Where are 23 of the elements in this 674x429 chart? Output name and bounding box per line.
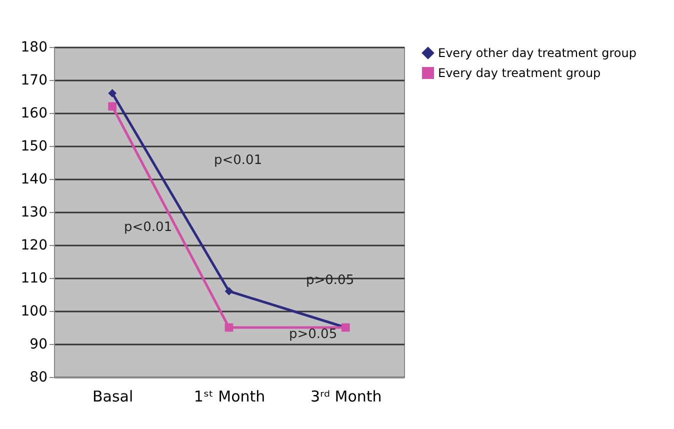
y-tick-label: 100 [20,304,48,320]
annotation: p<0.01 [214,153,262,168]
y-tick-label: 120 [20,238,48,254]
point [224,287,234,296]
x-tick-label: 1ˢᵗ Month [194,388,266,406]
annotation: p<0.01 [124,220,172,235]
point [108,89,117,98]
y-tick-label: 170 [20,72,48,88]
legend-label: Every other day treatment group [438,46,636,60]
point [224,323,234,332]
y-tick-label: 160 [20,106,48,122]
y-tick-label: 140 [20,172,48,188]
y-tick-label: 180 [20,40,48,56]
y-tick-label: 80 [30,370,48,386]
y-tick-label: 150 [20,138,48,154]
x-tick-label: 3ʳᵈ Month [310,388,382,406]
y-tick-label: 90 [30,336,48,352]
y-tick-label: 130 [20,204,48,220]
point [108,102,117,111]
annotation: p>0.05 [289,327,338,342]
y-tick-label: 110 [20,270,48,286]
legend-label: Every day treatment group [438,66,601,80]
x-tick-label: Basal [92,388,134,406]
